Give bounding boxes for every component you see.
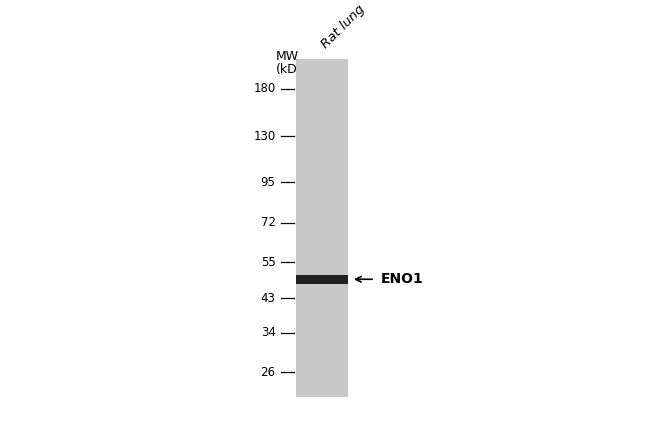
Text: 43: 43 [261,292,276,305]
Text: 130: 130 [254,130,276,143]
Text: 34: 34 [261,326,276,339]
Text: 180: 180 [254,82,276,95]
Text: MW: MW [276,50,299,63]
Text: 72: 72 [261,216,276,229]
Text: Rat lung: Rat lung [319,2,368,51]
Text: 26: 26 [261,366,276,379]
Text: ENO1: ENO1 [380,272,423,286]
Text: 95: 95 [261,176,276,189]
Text: (kDa): (kDa) [276,63,310,76]
Text: 55: 55 [261,256,276,269]
